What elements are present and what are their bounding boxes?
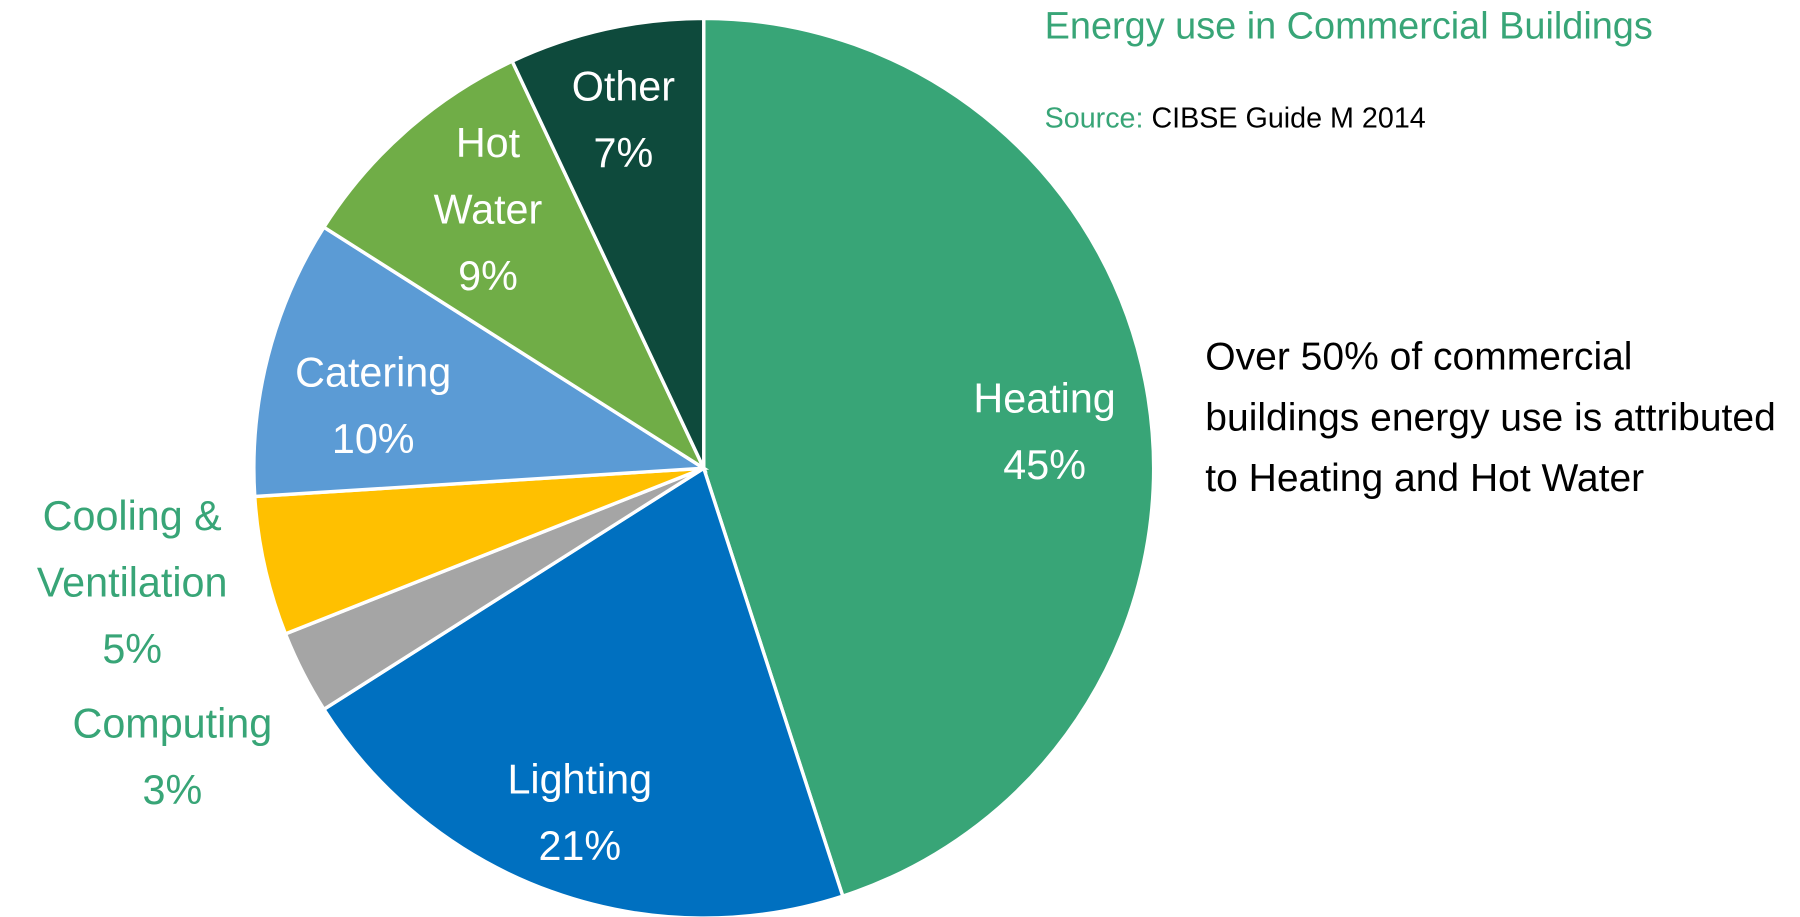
slice-value-label: 3% [143, 767, 203, 813]
slice-value-label: 21% [538, 823, 621, 869]
labels: Heating 45% Lighting 21% Computing 3% Cooling … [37, 63, 1116, 869]
source-label: Source: [1045, 102, 1144, 134]
slice-value-label: 45% [1003, 442, 1086, 488]
slice-category: Heating [973, 376, 1115, 422]
slice-value-label: 10% [332, 416, 415, 462]
slice-category: Hot Water [434, 120, 543, 233]
annotation-box: Over 50% of commercial buildings energy … [1205, 335, 1776, 501]
slice-value-label: 7% [594, 130, 654, 176]
slice-category: Computing [73, 700, 273, 746]
slice-category: Lighting [507, 757, 652, 803]
annotation: Over 50% of commercial buildings energy … [1205, 335, 1776, 501]
source-text: CIBSE Guide M 2014 [1151, 102, 1425, 134]
slice-category: Catering [295, 349, 451, 395]
slice-category: Cooling & Ventilation [37, 493, 228, 606]
pie-slice [702, 16, 1156, 899]
slice-value-label: 5% [102, 626, 162, 672]
chart-title: Energy use in Commercial Buildings [1045, 6, 1653, 48]
source: Source: CIBSE Guide M 2014 [1045, 102, 1426, 134]
slice-value-label: 9% [458, 253, 518, 299]
pie-slice [321, 465, 845, 917]
pie-slice [509, 16, 706, 469]
slice-category: Other [572, 63, 676, 109]
pie-slice [252, 224, 710, 499]
pie-slice [321, 58, 708, 473]
pie [252, 16, 1156, 917]
